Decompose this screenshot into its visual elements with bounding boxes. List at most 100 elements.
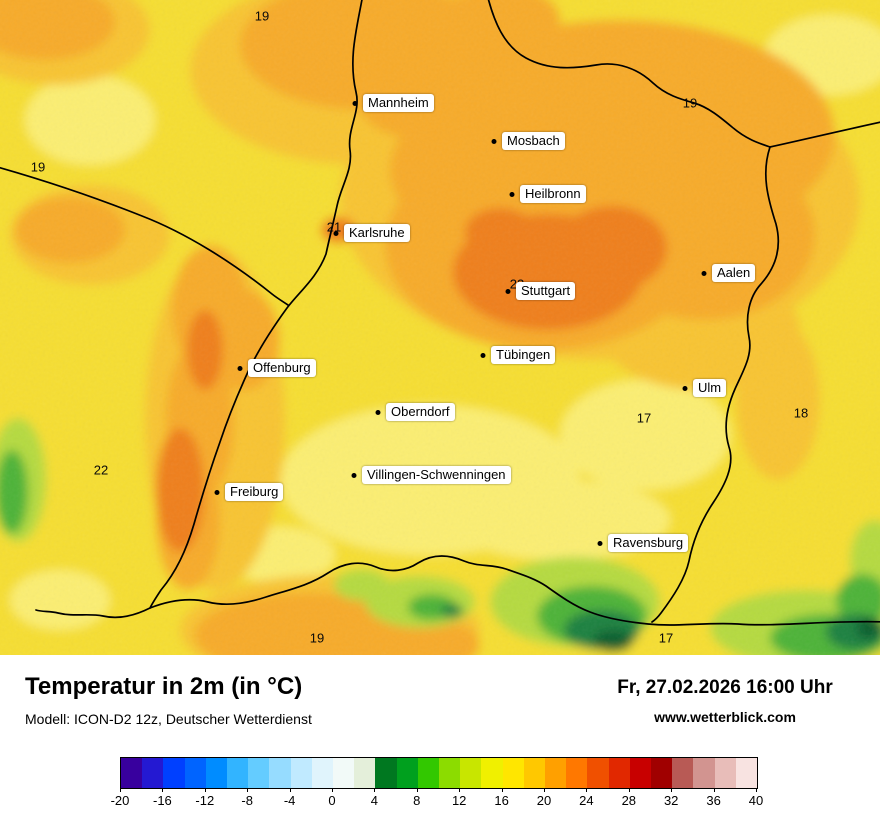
datetime: Fr, 27.02.2026 16:00 Uhr: [617, 677, 833, 698]
temp-label: 22: [93, 462, 109, 478]
city-marker: Freiburg: [214, 483, 284, 501]
city-label: Heilbronn: [520, 185, 586, 203]
legend-tick-label: -16: [152, 793, 172, 808]
temp-label: 17: [636, 410, 652, 426]
city-label: Tübingen: [491, 346, 556, 364]
legend-tick-label: 4: [370, 793, 379, 808]
legend-segment: [460, 758, 482, 788]
legend-segment: [439, 758, 461, 788]
legend-segment: [587, 758, 609, 788]
legend-segment: [545, 758, 567, 788]
legend-segment: [375, 758, 397, 788]
legend-tick-label: 24: [579, 793, 594, 808]
city-label: Stuttgart: [516, 282, 576, 300]
city-label: Aalen: [712, 264, 756, 282]
legend-tick-label: 32: [663, 793, 679, 808]
legend-tick-label: 36: [706, 793, 721, 808]
legend-segment: [651, 758, 673, 788]
legend-segment: [481, 758, 503, 788]
city-label: Oberndorf: [386, 403, 455, 421]
city-label: Ulm: [693, 379, 727, 397]
legend-segment: [629, 758, 652, 788]
temp-label: 19: [309, 630, 325, 646]
legend-tick-label: 0: [328, 793, 336, 808]
city-layer: Mannheim Mosbach Heilbronn Karlsruhe Stuttga…: [214, 94, 756, 552]
city-dot: [682, 385, 688, 391]
legend-tick-label: 28: [621, 793, 637, 808]
legend-segment: [142, 758, 164, 788]
legend-segment: [163, 758, 185, 788]
legend-segment: [269, 758, 291, 788]
legend-segment: [205, 758, 228, 788]
city-dot: [375, 409, 381, 415]
legend-segment: [290, 758, 312, 788]
legend-segment: [417, 758, 440, 788]
legend-segment: [311, 758, 334, 788]
page-title: Temperatur in 2m (in °C): [25, 673, 303, 700]
legend-segment: [566, 758, 588, 788]
datetime-block: Fr, 27.02.2026 16:00 Uhr www.wetterblick…: [580, 677, 870, 725]
city-dot: [480, 352, 486, 358]
legend-segment: [502, 758, 524, 788]
city-label: Karlsruhe: [344, 224, 410, 242]
city-marker: Mannheim: [352, 94, 434, 112]
legend-segment: [714, 758, 736, 788]
legend-segment: [248, 758, 270, 788]
city-marker: Ravensburg: [597, 534, 689, 552]
legend-tick-label: -8: [241, 793, 253, 808]
border-lines: [0, 0, 880, 626]
city-dot: [237, 365, 243, 371]
legend-segment: [396, 758, 418, 788]
noise-overlay: [0, 0, 880, 655]
legend-bar: [120, 757, 758, 789]
city-label: Villingen-Schwenningen: [362, 466, 511, 484]
city-dot: [352, 100, 358, 106]
model-info: Modell: ICON-D2 12z, Deutscher Wetterdie…: [25, 711, 312, 727]
legend-segment: [184, 758, 206, 788]
city-dot: [509, 191, 515, 197]
city-label: Ravensburg: [608, 534, 689, 552]
legend-segment: [735, 758, 758, 788]
legend-tick-label: 20: [536, 793, 552, 808]
temp-label: 17: [658, 630, 674, 646]
map: 19191921222217181917 MannheimMosbachHeil…: [0, 0, 880, 655]
temp-label: 18: [793, 405, 809, 421]
temp-label: 19: [254, 8, 270, 24]
legend-tick-label: 8: [413, 793, 421, 808]
temp-label: 19: [682, 95, 698, 111]
city-marker: Villingen-Schwenningen: [351, 466, 511, 484]
legend-segment: [227, 758, 249, 788]
city-marker: Offenburg: [237, 359, 316, 377]
city-marker: Oberndorf: [375, 403, 455, 421]
legend-segment: [672, 758, 694, 788]
city-marker: Mosbach: [491, 132, 565, 150]
city-dot: [505, 288, 511, 294]
legend-tick-label: 16: [494, 793, 509, 808]
legend-segment: [354, 758, 376, 788]
city-marker: Ulm: [682, 379, 727, 397]
legend-tick-label: -12: [195, 793, 215, 808]
city-label: Offenburg: [248, 359, 316, 377]
legend-segment: [523, 758, 546, 788]
footer: Temperatur in 2m (in °C) Modell: ICON-D2…: [0, 655, 880, 830]
temp-label: 19: [30, 159, 46, 175]
city-marker: Stuttgart: [505, 282, 576, 300]
legend-tick-label: 40: [748, 793, 764, 808]
city-marker: Heilbronn: [509, 185, 586, 203]
legend-tick-label: 12: [451, 793, 467, 808]
city-marker: Tübingen: [480, 346, 556, 364]
legend-segment: [121, 758, 143, 788]
city-dot: [351, 472, 357, 478]
city-label: Mannheim: [363, 94, 434, 112]
temp-label-layer: 19191921222217181917: [30, 8, 809, 646]
city-dot: [214, 489, 220, 495]
website-url: www.wetterblick.com: [654, 709, 796, 725]
legend-tick-label: -4: [283, 793, 296, 808]
legend-segment: [608, 758, 630, 788]
city-dot: [701, 270, 707, 276]
city-dot: [491, 138, 497, 144]
city-dot: [333, 230, 339, 236]
city-label: Mosbach: [502, 132, 565, 150]
legend-segment: [693, 758, 715, 788]
